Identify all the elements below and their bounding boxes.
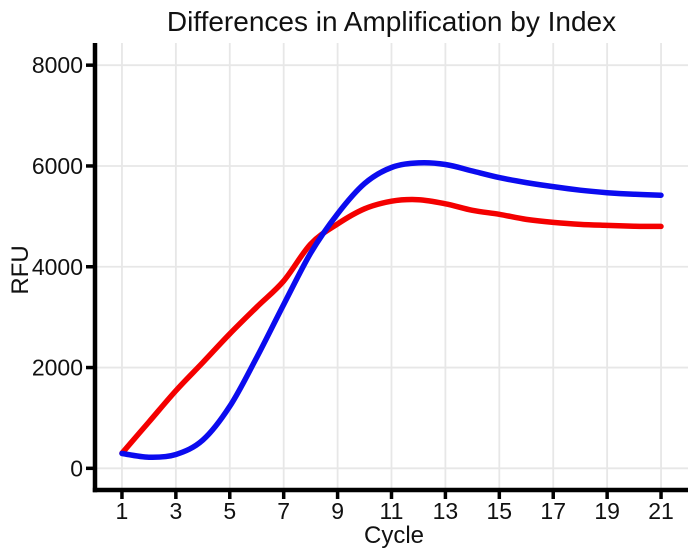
x-tick-label: 13	[433, 498, 459, 524]
x-tick-label: 1	[116, 498, 129, 524]
grid-layer	[97, 43, 688, 488]
y-tick-label: 6000	[32, 153, 83, 179]
axis-layer	[86, 43, 688, 499]
y-tick-label: 8000	[32, 52, 83, 78]
x-tick-label: 19	[594, 498, 620, 524]
x-tick-label: 15	[487, 498, 513, 524]
x-tick-label: 11	[380, 498, 404, 524]
x-tick-label: 21	[648, 498, 674, 524]
y-tick-label: 4000	[32, 254, 83, 280]
red-series-line	[119, 196, 664, 456]
x-axis-label: Cycle	[363, 522, 424, 549]
blue-series-line	[119, 159, 664, 461]
chart-title: Differences in Amplification by Index	[166, 6, 617, 37]
y-tick-label: 0	[70, 455, 83, 481]
x-tick-label: 7	[277, 498, 290, 524]
x-tick-label: 17	[540, 498, 566, 524]
x-tick-label: 3	[169, 498, 182, 524]
series-layer	[119, 159, 664, 461]
x-tick-label: 5	[223, 498, 236, 524]
x-tick-label: 9	[331, 498, 344, 524]
y-tick-label: 2000	[32, 355, 83, 381]
